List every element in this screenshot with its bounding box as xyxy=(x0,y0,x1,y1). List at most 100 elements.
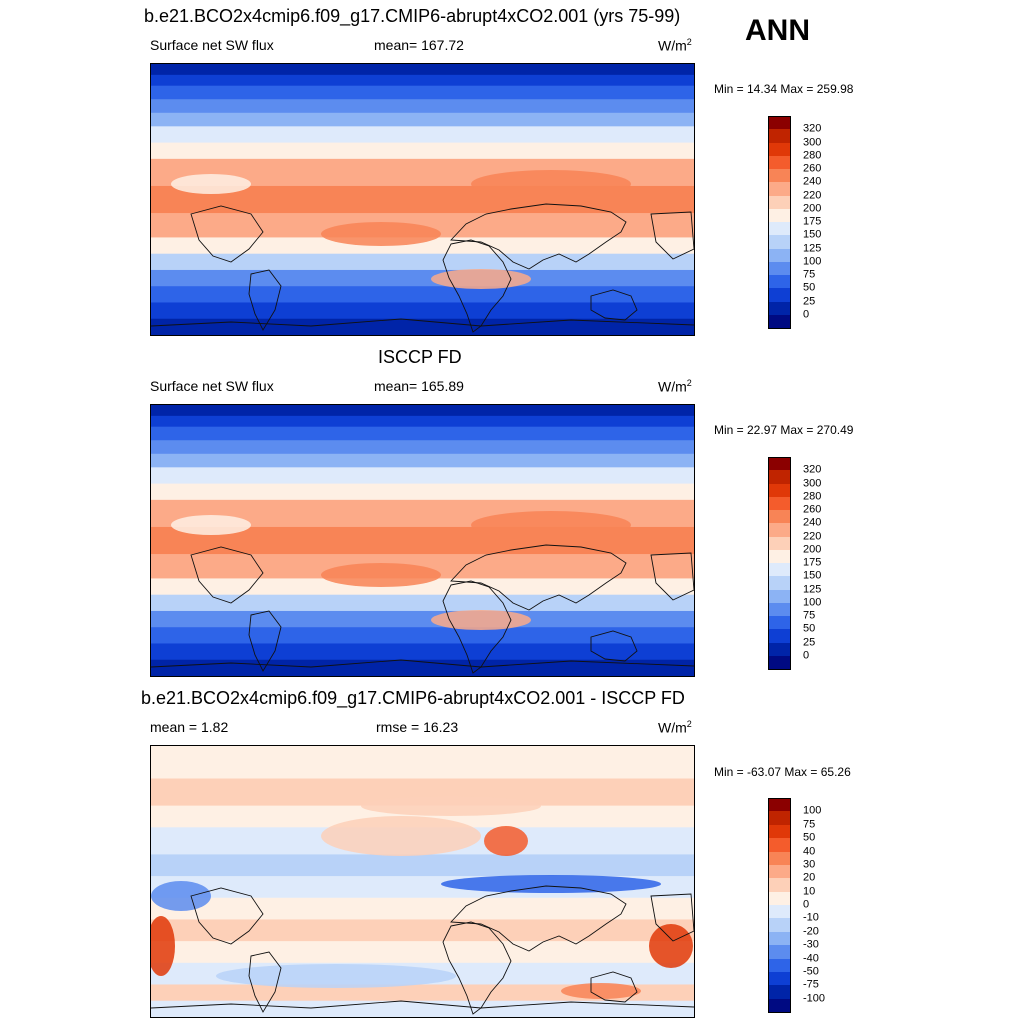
field-band xyxy=(151,112,694,127)
panel-2-mean-label: mean= 165.89 xyxy=(374,378,464,394)
coastline xyxy=(248,269,282,331)
field-feature xyxy=(471,170,631,198)
field-feature xyxy=(561,983,641,999)
colorbar-tick-label: 150 xyxy=(803,569,822,582)
colorbar-swatch xyxy=(768,931,791,946)
colorbar-swatch xyxy=(768,998,791,1013)
colorbar-swatch xyxy=(768,642,791,657)
colorbar-swatch xyxy=(768,536,791,551)
field-band xyxy=(151,610,694,628)
colorbar-swatch xyxy=(768,985,791,1000)
field-feature xyxy=(361,796,541,816)
colorbar-tick-label: 260 xyxy=(803,503,822,516)
coastline xyxy=(450,885,627,952)
field-feature xyxy=(216,964,456,988)
field-band xyxy=(151,74,694,87)
coastline xyxy=(442,580,512,674)
colorbar-tick-label: -100 xyxy=(803,992,826,1005)
colorbar-swatch xyxy=(768,905,791,919)
coastline xyxy=(442,921,512,1015)
field-band xyxy=(151,805,694,828)
colorbar-swatch xyxy=(768,483,791,498)
coastline xyxy=(151,318,694,327)
colorbar-tick-label: 30 xyxy=(803,858,816,871)
panel-3-title: b.e21.BCO2x4cmip6.f09_g17.CMIP6-abrupt4x… xyxy=(141,688,685,708)
field-band xyxy=(151,269,694,287)
field-feature xyxy=(171,174,251,194)
colorbar-tick-label: 100 xyxy=(803,804,822,817)
colorbar-tick-label: 0 xyxy=(803,898,810,911)
field-feature xyxy=(441,875,661,893)
panel-1-colorbar: 320 300 280 260 240 220 200 175 150 125 100 75 50 25 0 xyxy=(768,116,828,329)
field-band xyxy=(151,854,694,877)
colorbar-tick-label: 220 xyxy=(803,530,822,542)
field-feature xyxy=(484,826,528,856)
colorbar-tick-label: -20 xyxy=(803,925,819,938)
field-feature xyxy=(649,924,693,968)
coastline xyxy=(590,289,638,321)
colorbar-tick-label: 200 xyxy=(803,202,822,215)
colorbar-swatch xyxy=(768,945,791,959)
colorbar-tick-label: 320 xyxy=(803,463,822,476)
field-band xyxy=(151,302,694,320)
coastline xyxy=(450,203,627,270)
field-band xyxy=(151,440,694,455)
colorbar-swatch xyxy=(768,129,791,143)
colorbar-swatch xyxy=(768,971,791,986)
field-band xyxy=(151,919,694,942)
colorbar-tick-label: 150 xyxy=(803,228,822,241)
colorbar-tick-label: 25 xyxy=(803,636,816,648)
field-band xyxy=(151,578,694,596)
colorbar-swatch xyxy=(768,248,791,263)
colorbar-swatch xyxy=(768,576,791,590)
colorbar-swatch xyxy=(768,655,791,670)
field-band xyxy=(151,318,694,335)
colorbar-swatch xyxy=(768,864,791,879)
colorbar-swatch xyxy=(768,811,791,826)
field-band xyxy=(151,85,694,100)
colorbar-swatch xyxy=(768,470,791,484)
colorbar-swatch xyxy=(768,182,791,196)
colorbar-swatch xyxy=(768,851,791,866)
panel-3-colorbar: 100 75 50 40 30 20 10 0 -10 -20 -30 -40 -50 -75 -100 xyxy=(768,798,828,1013)
field-band xyxy=(151,453,694,468)
coastline xyxy=(190,205,264,263)
colorbar-swatch xyxy=(768,235,791,249)
colorbar-swatch xyxy=(768,275,791,289)
field-band xyxy=(151,142,694,160)
coastline xyxy=(190,887,264,945)
field-band xyxy=(151,286,694,303)
coastline xyxy=(450,544,627,611)
colorbar-swatch xyxy=(768,301,791,316)
field-band xyxy=(151,126,694,144)
colorbar-tick-label: 40 xyxy=(803,845,816,857)
colorbar-tick-label: 240 xyxy=(803,516,822,529)
panel-2-map xyxy=(150,404,695,677)
field-feature xyxy=(151,916,175,976)
field-band xyxy=(151,253,694,271)
panel-1-mean-label: mean= 167.72 xyxy=(374,37,464,53)
colorbar-tick-label: 175 xyxy=(803,556,822,569)
panel-1-variable-label: Surface net SW flux xyxy=(150,37,274,53)
season-label: ANN xyxy=(745,14,810,47)
field-band xyxy=(151,659,694,676)
coastline xyxy=(190,546,264,604)
colorbar-tick-label: -75 xyxy=(803,978,819,991)
panel-1-minmax: Min = 14.34 Max = 259.98 xyxy=(714,82,854,96)
colorbar-tick-label: 300 xyxy=(803,477,822,489)
colorbar-swatch xyxy=(768,288,791,302)
colorbar-swatch xyxy=(768,589,791,604)
colorbar-swatch xyxy=(768,563,791,577)
field-feature xyxy=(321,563,441,587)
panel-2-minmax: Min = 22.97 Max = 270.49 xyxy=(714,423,854,437)
field-feature xyxy=(171,515,251,535)
panel-3-rmse-label: rmse = 16.23 xyxy=(376,719,459,735)
coastline xyxy=(590,630,638,662)
colorbar-tick-label: -10 xyxy=(803,911,819,924)
panel-3-map xyxy=(150,745,695,1018)
panel-2-variable-label: Surface net SW flux xyxy=(150,378,274,394)
colorbar-swatch xyxy=(768,457,791,471)
colorbar-swatch xyxy=(768,958,791,973)
colorbar-swatch xyxy=(768,155,791,170)
colorbar-tick-label: 20 xyxy=(803,871,816,884)
